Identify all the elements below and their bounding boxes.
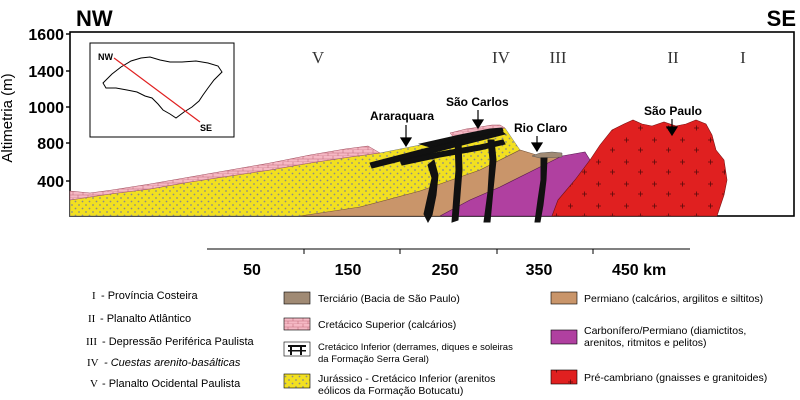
y-tick-1000: 1000: [28, 100, 64, 117]
swatch-cretaceo-superior: [283, 317, 311, 331]
legend-jurassico-1: Jurássico - Cretácico Inferior (arenitos: [318, 373, 495, 385]
y-tick-1400: 1400: [28, 64, 64, 81]
legend-cretaceo-superior: Cretácico Superior (calcários): [318, 319, 456, 331]
region-ii: II: [667, 48, 679, 67]
precambrian-layer: [551, 119, 728, 217]
cross-section: [69, 119, 728, 224]
y-tick-800: 800: [37, 136, 64, 153]
city-rio-claro: Rio Claro: [514, 121, 567, 135]
y-tick-1600: 1600: [28, 27, 64, 44]
scale-tick-150: 150: [335, 262, 362, 279]
province-label-1: - Província Costeira: [101, 290, 198, 302]
region-v: V: [312, 48, 325, 67]
region-iii: III: [550, 48, 567, 67]
legend-carbonifero-1: Carbonífero/Permiano (diamictitos,: [584, 325, 746, 337]
region-i: I: [740, 48, 746, 67]
inset-nw-label: NW: [98, 52, 113, 62]
city-araraquara: Araraquara: [370, 109, 434, 123]
legend-terciario: Terciário (Bacia de São Paulo): [318, 293, 460, 305]
legend-jurassico-2: eólicos da Formação Botucatu): [318, 385, 463, 397]
scale-tick-50: 50: [243, 262, 261, 279]
inset-map: NW SE: [89, 42, 235, 138]
legend-cretaceo-inferior-1: Cretácico Inferior (derrames, diques e s…: [318, 342, 513, 353]
province-label-5: - Planalto Ocidental Paulista: [102, 378, 241, 390]
distance-scale: 50 150 250 350 450 km: [207, 248, 690, 279]
section-line: [113, 57, 201, 123]
region-iv: IV: [492, 48, 511, 67]
province-num-5: V: [90, 378, 98, 390]
province-num-4: IV: [87, 357, 99, 369]
y-axis-label: Altimetria (m): [0, 73, 16, 162]
swatch-permiano: [550, 291, 578, 305]
swatch-precambriano: [550, 369, 578, 385]
swatch-basalt-icon: [288, 345, 306, 355]
basalt-intrusions: [369, 127, 548, 224]
y-tick-400: 400: [37, 174, 64, 191]
province-num-3: III: [86, 336, 97, 348]
lithology-legend: Terciário (Bacia de São Paulo) Cretácico…: [283, 291, 767, 397]
province-legend: I - Província Costeira II - Planalto Atl…: [86, 290, 255, 390]
city-sao-paulo: São Paulo: [644, 104, 702, 118]
legend-carbonifero-2: arenitos, ritmitos e pelitos): [584, 337, 707, 349]
nw-label: NW: [76, 6, 113, 31]
legend-permiano: Permiano (calcários, argilitos e siltito…: [584, 293, 763, 305]
province-num-1: I: [92, 290, 96, 302]
province-label-4: - Cuestas arenito-basálticas: [104, 357, 241, 369]
tertiary-rio-claro: [531, 151, 563, 159]
y-axis-ticks: 1600 1400 1200 1000 800 400: [28, 27, 64, 191]
inset-se-label: SE: [200, 123, 212, 133]
province-label-2: - Planalto Atlântico: [100, 313, 191, 325]
swatch-cretaceo-inferior: [283, 341, 311, 357]
scale-tick-450: 450 km: [612, 262, 666, 279]
swatch-jurassico: [283, 373, 311, 389]
city-arrows: [399, 110, 679, 153]
city-sao-carlos: São Carlos: [446, 95, 509, 109]
province-label-3: - Depressão Periférica Paulista: [102, 336, 255, 348]
se-label: SE: [767, 6, 796, 31]
cretaceous-upper-layer: [69, 145, 381, 201]
legend-cretaceo-inferior-2: da Formação Serra Geral): [318, 354, 429, 365]
swatch-terciario: [283, 291, 311, 305]
province-num-2: II: [88, 313, 96, 325]
swatch-carbonifero: [550, 329, 578, 345]
legend-precambriano: Pré-cambriano (gnaisses e granitoides): [584, 372, 767, 384]
scale-tick-250: 250: [432, 262, 459, 279]
scale-tick-350: 350: [526, 262, 553, 279]
